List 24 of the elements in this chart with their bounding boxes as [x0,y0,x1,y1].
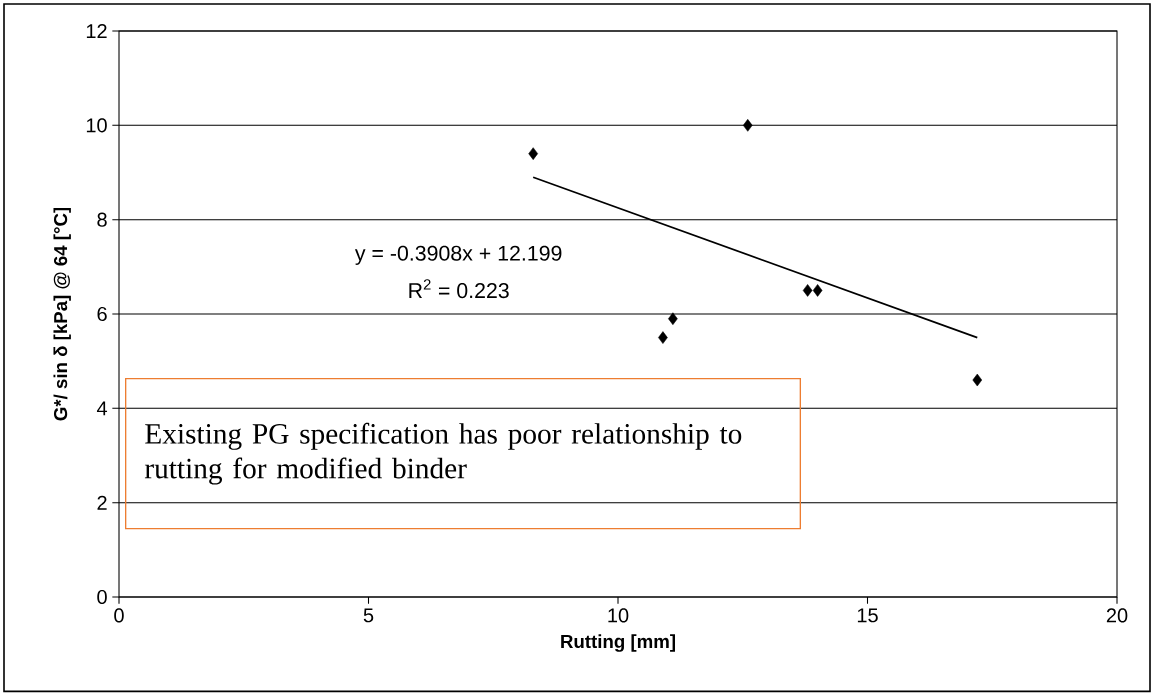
x-tick-label: 15 [857,608,878,623]
x-tick-label: 0 [114,608,124,623]
x-tick-label: 10 [608,608,629,623]
y-tick-label: 10 [86,118,107,133]
point [528,147,538,160]
y-tick-label: 4 [96,401,108,416]
x-tick-label: 20 [1106,608,1128,623]
point [658,331,668,344]
point [812,284,823,297]
y-tick-label: 0 [97,589,107,605]
annotation: R$^{2}$ = 0.223 [409,279,509,299]
x-tick-label: 5 [363,608,374,623]
annotation: Existing PG specification has poor relationship to rutting for modified binder [144,422,742,485]
annotation: y = -0.3908x + 12.199 [354,245,562,265]
point [668,312,678,325]
point [972,373,983,387]
y-tick-label: 12 [86,24,107,38]
point [742,119,753,132]
y-axis-title: G*/ sin δ [kPa] @ 64 [°C] [53,207,71,421]
point [802,284,813,297]
x-axis-title: Rutting [mm] [561,634,675,652]
y-tick-label: 6 [97,306,107,322]
y-tick-label: 2 [97,495,107,510]
y-tick-label: 8 [97,212,107,227]
